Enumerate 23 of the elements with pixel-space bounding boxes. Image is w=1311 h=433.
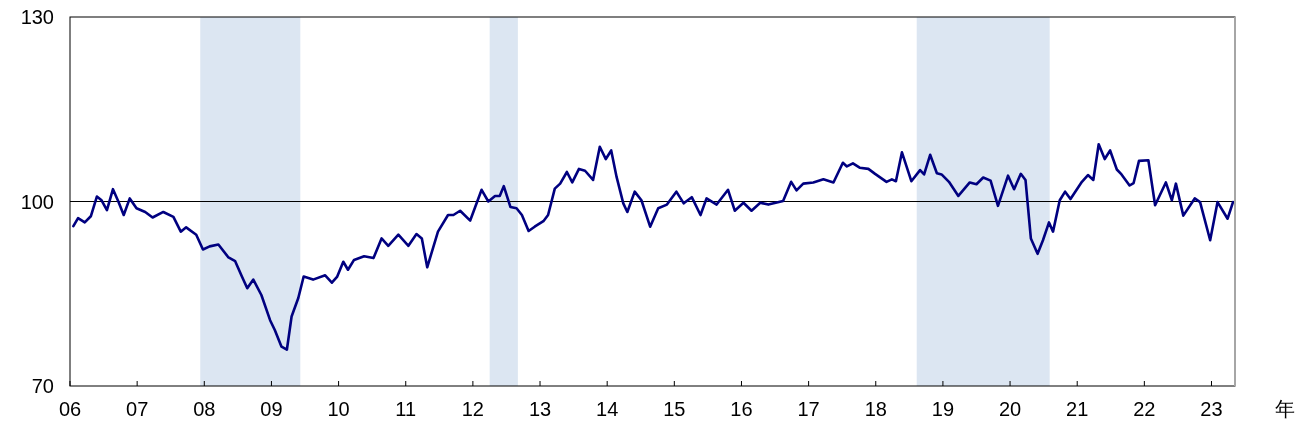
x-tick-label: 11 [395, 398, 417, 420]
x-tick-label: 08 [193, 398, 216, 420]
x-tick-label: 22 [1133, 398, 1156, 420]
y-tick-label: 100 [20, 190, 54, 213]
x-tick-label: 20 [998, 398, 1022, 420]
x-tick-label: 18 [864, 398, 887, 420]
x-tick-label: 15 [663, 398, 686, 420]
x-tick-label: 17 [797, 398, 820, 420]
x-tick-label: 09 [260, 398, 283, 420]
x-tick-label: 10 [327, 398, 350, 420]
x-tick-label: 21 [1066, 398, 1089, 420]
x-axis-title: 年 [1275, 398, 1295, 420]
x-tick-label: 12 [461, 398, 485, 420]
x-tick-label: 13 [528, 398, 552, 420]
x-tick-label: 19 [931, 398, 955, 420]
x-tick-label: 06 [58, 398, 82, 420]
line-series [72, 143, 1235, 352]
y-tick-label: 70 [31, 375, 54, 397]
x-tick-label: 07 [126, 398, 149, 420]
x-tick-label: 14 [596, 398, 619, 420]
x-tick-label: 23 [1200, 398, 1223, 420]
y-tick-label: 130 [20, 6, 54, 28]
x-tick-label: 16 [730, 398, 753, 420]
